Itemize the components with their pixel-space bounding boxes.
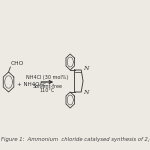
Text: N: N xyxy=(83,66,89,72)
Text: + NH4OAc: + NH4OAc xyxy=(17,82,46,87)
Text: 110°C: 110°C xyxy=(40,88,55,93)
Text: Figure 1:  Ammonium  chloride catalysed synthesis of 2,4,5-trisub: Figure 1: Ammonium chloride catalysed sy… xyxy=(1,138,150,142)
Text: Solvent-free: Solvent-free xyxy=(32,84,62,88)
Text: N: N xyxy=(83,90,89,96)
Text: NH4Cl (30 mol%): NH4Cl (30 mol%) xyxy=(26,75,68,80)
Text: CHO: CHO xyxy=(10,61,24,66)
